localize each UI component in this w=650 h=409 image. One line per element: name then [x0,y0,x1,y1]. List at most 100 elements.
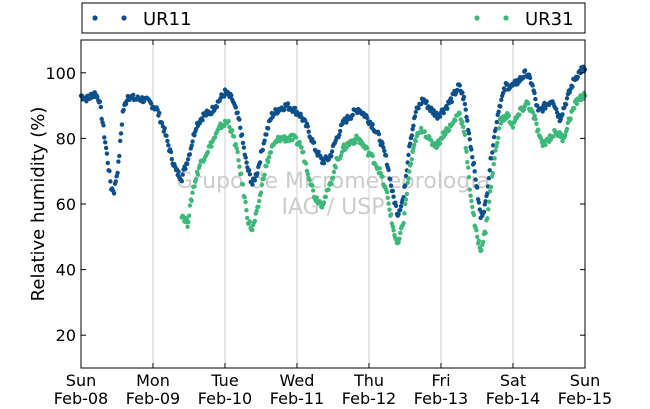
series-ur31 [179,90,588,254]
data-point [393,203,399,208]
data-point [333,165,338,170]
data-point [462,132,468,137]
data-point [149,101,154,106]
data-point [299,145,304,150]
x-tick-date: Feb-15 [558,389,612,408]
data-point [305,171,310,177]
data-point [510,125,516,130]
data-point [407,169,412,174]
data-point [398,204,404,209]
data-point [380,141,385,146]
data-point [190,190,195,195]
data-point [131,92,136,98]
data-point [554,106,559,112]
data-point [250,182,255,187]
data-point [235,110,240,115]
data-point [449,99,454,105]
data-point [419,101,424,107]
data-point [419,125,424,131]
data-point [168,149,174,155]
data-point [104,151,110,156]
data-point [416,106,421,111]
data-point [239,132,245,137]
data-point [564,96,570,101]
x-tick-date: Feb-11 [270,389,324,408]
data-point [231,134,237,139]
data-point [532,113,537,118]
data-point [247,219,252,224]
data-point [499,97,504,103]
data-point [330,175,336,180]
data-point [463,145,468,151]
data-point [108,179,113,184]
data-point [169,157,174,162]
data-point [314,195,319,200]
data-point [562,105,567,110]
data-point [297,139,302,145]
data-point [489,156,494,161]
data-point [98,104,104,110]
data-point [532,90,537,96]
data-point [166,143,171,148]
data-point [570,84,575,90]
data-point [406,152,411,158]
data-point [384,190,390,195]
data-point [406,176,411,181]
data-point [448,96,454,101]
data-point [212,135,218,140]
data-point [424,99,429,104]
data-point [193,177,199,182]
data-point [321,200,327,205]
data-point [179,179,184,184]
data-point [338,128,343,134]
data-point [526,101,531,106]
data-point [103,145,109,151]
data-point [461,94,467,100]
data-point [370,122,375,127]
data-point [391,194,396,199]
data-point [268,150,274,155]
data-point [197,163,202,168]
data-point [247,172,253,177]
data-point [257,160,263,165]
data-point [475,185,480,190]
data-point [460,90,465,95]
data-point [258,190,264,195]
data-point [460,119,465,125]
data-point [530,83,535,88]
data-point [381,145,386,150]
data-point [185,224,190,229]
data-point [157,110,162,116]
data-point [471,160,477,166]
data-point [240,182,246,187]
data-point [488,184,494,189]
data-point [214,104,220,110]
data-point [382,148,387,154]
data-point [113,179,119,184]
legend-label-ur11: UR11 [143,9,192,30]
data-point [543,106,548,111]
data-point [463,107,468,112]
data-point [99,116,104,122]
data-point [185,161,190,166]
y-tick-label: 60 [56,195,76,214]
data-point [183,166,188,171]
data-point [105,160,111,166]
data-point [455,87,460,93]
data-point [119,122,125,127]
data-point [466,165,471,170]
data-point [560,138,565,144]
data-point [469,147,474,152]
x-tick-date: Feb-13 [414,389,468,408]
data-point [240,140,246,146]
data-point [462,101,468,107]
data-point [237,117,242,122]
data-point [396,212,401,217]
data-point [227,124,232,130]
data-point [494,119,499,125]
data-point [465,118,470,123]
data-point [260,147,265,153]
data-point [388,183,394,188]
data-point [468,193,473,198]
data-point [533,96,538,102]
